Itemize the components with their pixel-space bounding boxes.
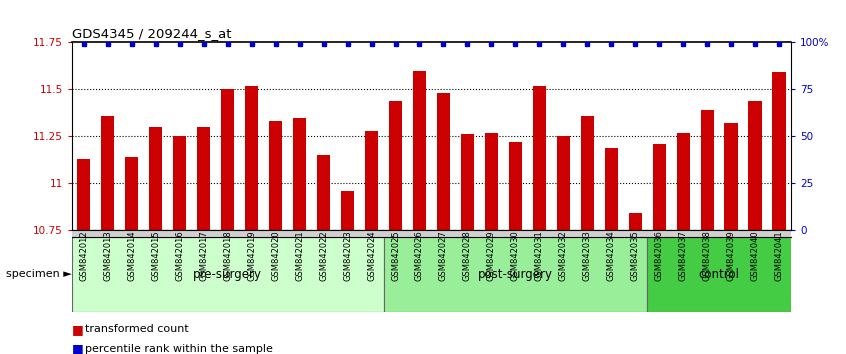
Text: GSM842038: GSM842038 (703, 230, 711, 281)
Bar (533, 86, 546, 230)
Bar (772, 73, 786, 230)
Bar (647, 237, 791, 312)
Text: GSM842039: GSM842039 (727, 230, 735, 281)
Text: GSM842031: GSM842031 (535, 230, 544, 281)
Bar (652, 144, 666, 230)
Text: transformed count: transformed count (85, 324, 189, 334)
Bar (173, 136, 186, 230)
Text: pre-surgery: pre-surgery (193, 268, 262, 281)
Bar (605, 148, 618, 230)
Bar (293, 118, 306, 230)
Text: GSM842034: GSM842034 (607, 230, 616, 281)
Text: specimen ►: specimen ► (6, 269, 72, 279)
Bar (341, 191, 354, 230)
Text: GSM842040: GSM842040 (750, 230, 760, 281)
Text: GSM842026: GSM842026 (415, 230, 424, 281)
Text: GSM842036: GSM842036 (655, 230, 663, 281)
Bar (197, 127, 211, 230)
Bar (677, 132, 689, 230)
Bar (437, 93, 450, 230)
Text: control: control (699, 268, 739, 281)
Bar (221, 89, 234, 230)
Bar (580, 116, 594, 230)
Bar (365, 131, 378, 230)
Text: GSM842018: GSM842018 (223, 230, 232, 281)
Bar (557, 136, 570, 230)
Bar (72, 237, 383, 312)
Text: GSM842037: GSM842037 (678, 230, 688, 281)
Text: GSM842029: GSM842029 (487, 230, 496, 281)
Text: percentile rank within the sample: percentile rank within the sample (85, 344, 272, 354)
Text: GSM842035: GSM842035 (631, 230, 640, 281)
Text: GSM842012: GSM842012 (80, 230, 88, 281)
Text: GSM842020: GSM842020 (272, 230, 280, 281)
Bar (413, 70, 426, 230)
Bar (125, 157, 139, 230)
Text: GSM842014: GSM842014 (128, 230, 136, 281)
Text: GSM842030: GSM842030 (511, 230, 519, 281)
Text: GDS4345 / 209244_s_at: GDS4345 / 209244_s_at (72, 27, 232, 40)
Text: GSM842028: GSM842028 (463, 230, 472, 281)
Text: ■: ■ (72, 342, 84, 354)
Text: post-surgery: post-surgery (478, 268, 552, 281)
Text: GSM842021: GSM842021 (295, 230, 304, 281)
Bar (485, 132, 498, 230)
Bar (629, 213, 642, 230)
Bar (383, 237, 647, 312)
Text: GSM842016: GSM842016 (175, 230, 184, 281)
Bar (749, 101, 761, 230)
Text: GSM842027: GSM842027 (439, 230, 448, 281)
Bar (245, 86, 258, 230)
Bar (317, 155, 330, 230)
Text: GSM842025: GSM842025 (391, 230, 400, 281)
Text: GSM842019: GSM842019 (247, 230, 256, 281)
Bar (700, 110, 714, 230)
Bar (77, 159, 91, 230)
Bar (461, 135, 474, 230)
Text: GSM842023: GSM842023 (343, 230, 352, 281)
Text: ■: ■ (72, 323, 84, 336)
Text: GSM842015: GSM842015 (151, 230, 160, 281)
Text: GSM842033: GSM842033 (583, 230, 591, 281)
Bar (508, 142, 522, 230)
Bar (269, 121, 283, 230)
Text: GSM842017: GSM842017 (200, 230, 208, 281)
Bar (102, 116, 114, 230)
Text: GSM842041: GSM842041 (775, 230, 783, 281)
Text: GSM842022: GSM842022 (319, 230, 328, 281)
Text: GSM842024: GSM842024 (367, 230, 376, 281)
Bar (724, 123, 738, 230)
Text: GSM842013: GSM842013 (103, 230, 113, 281)
Text: GSM842032: GSM842032 (559, 230, 568, 281)
Bar (149, 127, 162, 230)
Bar (389, 101, 402, 230)
